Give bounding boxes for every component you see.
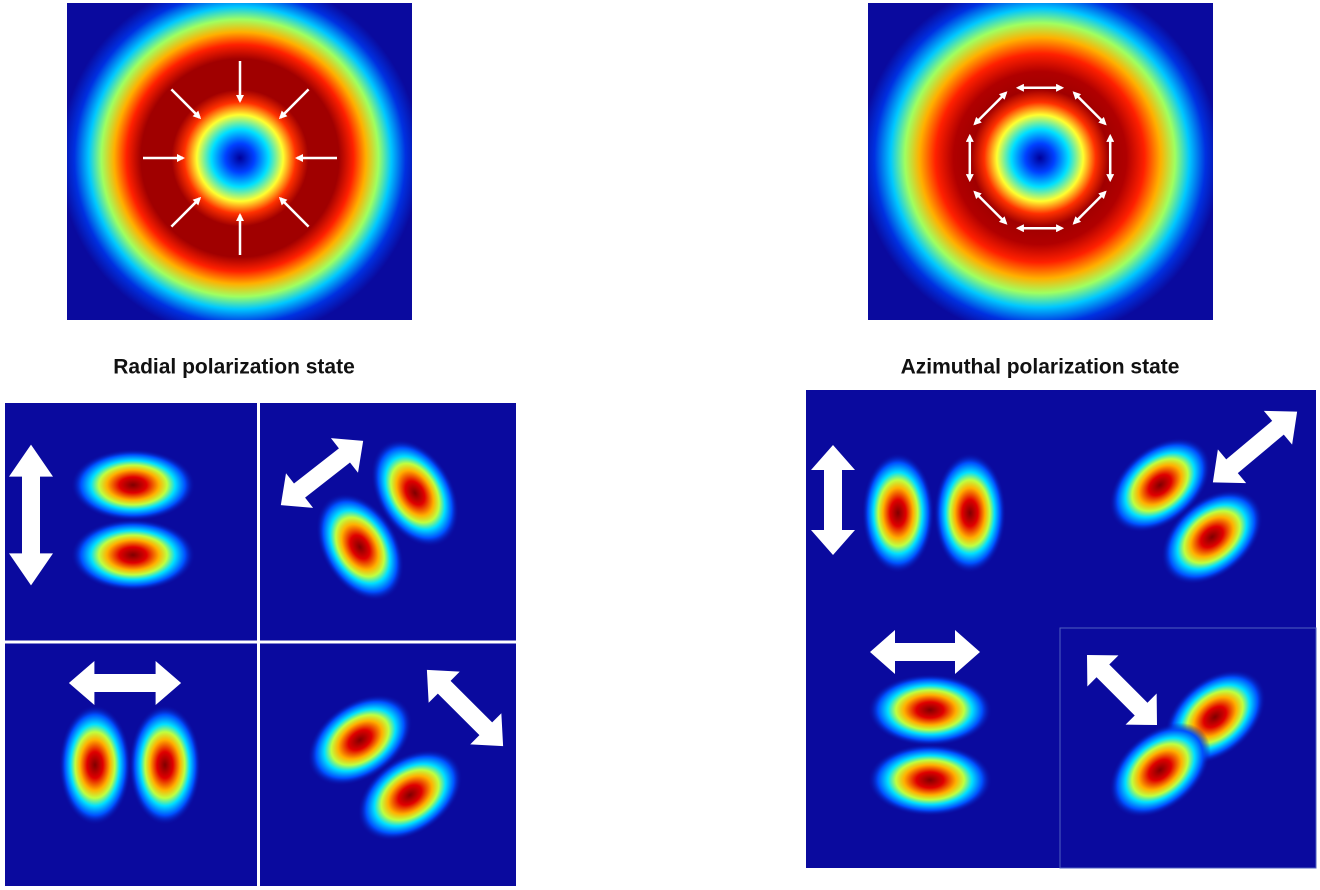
radial-modes: [5, 403, 519, 886]
polarization-arrow: [170, 196, 202, 228]
polarization-arrow: [973, 91, 1008, 126]
azimuthal-modes: [806, 390, 1317, 869]
radial-label: Radial polarization state: [113, 356, 355, 379]
polarization-arrow: [1072, 91, 1107, 126]
polarization-arrow: [278, 88, 310, 120]
azimuthal-donut: [868, 3, 1213, 320]
azimuthal-arrows: [965, 83, 1115, 233]
polarization-arrow: [278, 196, 310, 228]
polarization-arrow: [973, 190, 1008, 225]
azimuthal-label: Azimuthal polarization state: [901, 356, 1180, 379]
polarization-arrow: [170, 88, 202, 120]
radial-arrows: [143, 61, 337, 255]
radial-donut: [67, 3, 412, 320]
polarization-arrow: [1072, 190, 1107, 225]
